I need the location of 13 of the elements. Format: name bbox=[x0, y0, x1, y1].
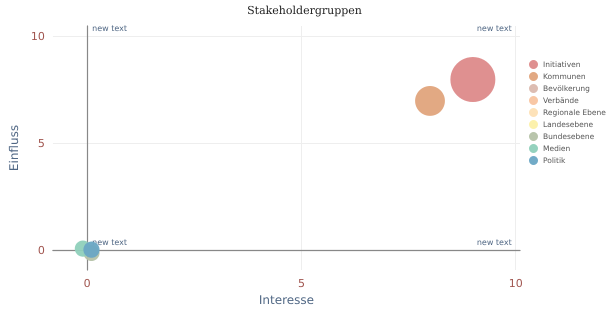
annotation: new text bbox=[476, 24, 512, 34]
annotation: new text bbox=[92, 24, 128, 34]
y-axis-title: Einfluss bbox=[7, 124, 21, 172]
y-tick-label: 10 bbox=[30, 30, 45, 44]
x-tick-label: 5 bbox=[298, 277, 305, 290]
y-tick-label: 5 bbox=[38, 137, 45, 150]
annotation: new text bbox=[92, 238, 128, 248]
x-axis-title: Interesse bbox=[258, 293, 314, 307]
chart-title: Stakeholdergruppen bbox=[247, 4, 362, 17]
x-tick-label: 0 bbox=[84, 277, 91, 290]
y-tick-label: 0 bbox=[38, 244, 45, 258]
x-tick-label: 10 bbox=[508, 277, 523, 290]
annotation: new text bbox=[476, 238, 512, 248]
